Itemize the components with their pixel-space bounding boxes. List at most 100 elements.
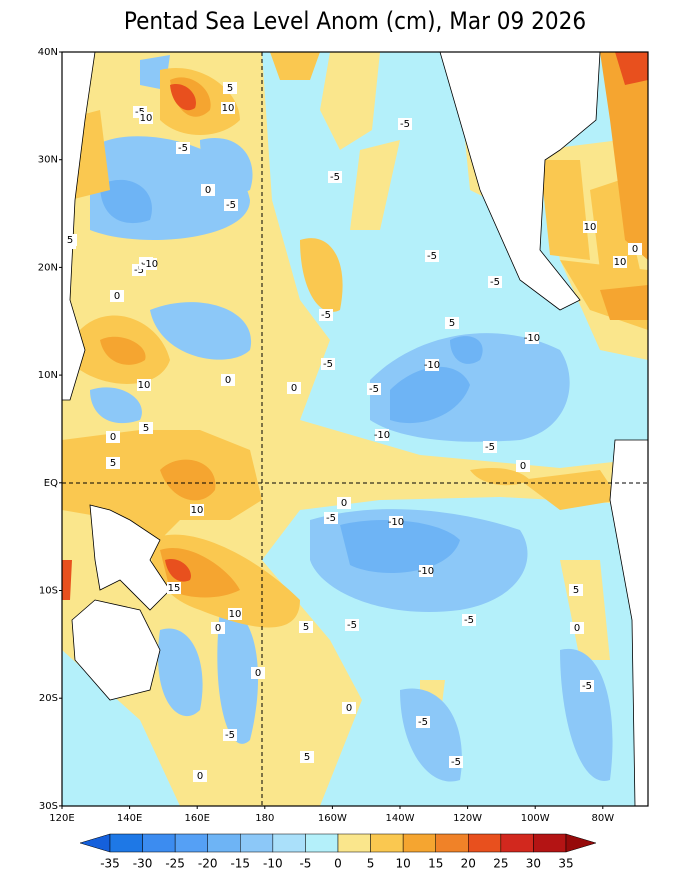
contour-label-bg <box>324 512 338 524</box>
contour-label-bg <box>137 379 151 391</box>
contour-label: 5 <box>143 423 149 434</box>
contour-label-bg <box>337 497 351 509</box>
contour-label: 5 <box>449 318 455 329</box>
contour-label: -10 <box>524 333 540 344</box>
contour-label-bg <box>63 234 77 246</box>
contour-label: -10 <box>374 430 390 441</box>
contour-label-bg <box>580 680 594 692</box>
contour-label-bg <box>106 457 120 469</box>
colorbar-label: -30 <box>133 857 153 871</box>
contour-label: -5 <box>400 119 410 130</box>
contour-label-bg <box>300 751 314 763</box>
contour-label-bg <box>211 622 225 634</box>
colorbar-box <box>207 833 241 853</box>
contour-label: -5 <box>226 200 236 211</box>
contour-label: -5 <box>134 265 144 276</box>
contour-label: 0 <box>291 383 297 394</box>
contour-label-bg <box>419 565 433 577</box>
contour-label: -10 <box>388 517 404 528</box>
contour-label-bg <box>583 221 597 233</box>
colorbar-label: -15 <box>230 857 250 871</box>
contour-label-bg <box>449 756 463 768</box>
colorbar-label: 25 <box>493 857 508 871</box>
negative-area <box>90 55 253 424</box>
contour-label-bg <box>425 250 439 262</box>
contour-label-bg <box>224 199 238 211</box>
contour-label: -5 <box>225 730 235 741</box>
contour-label: 5 <box>304 752 310 763</box>
colorbar-arrow <box>565 833 597 853</box>
contour-label-bg <box>299 621 313 633</box>
contour-label: -5 <box>582 681 592 692</box>
colorbar-label: 5 <box>367 857 375 871</box>
contour-label-bg <box>525 332 539 344</box>
lon-label: 160E <box>184 813 209 824</box>
contour-label: -5 <box>347 620 357 631</box>
contour-label-bg <box>488 276 502 288</box>
contour-label-bg <box>628 243 642 255</box>
contour-label: -5 <box>418 717 428 728</box>
contour-label-bg <box>445 317 459 329</box>
contour-label: -5 <box>330 172 340 183</box>
contour-label: 0 <box>114 291 120 302</box>
contour-label: 10 <box>140 113 153 124</box>
contour-label-bg <box>287 382 301 394</box>
positive-area <box>62 52 648 806</box>
colorbar-label: -25 <box>165 857 185 871</box>
contour-label: -10 <box>424 360 440 371</box>
colorbar-box <box>240 833 274 853</box>
colorbar-label: 10 <box>396 857 411 871</box>
contour-label-bg <box>342 702 356 714</box>
colorbar-label: 35 <box>558 857 573 871</box>
colorbar-box <box>500 833 534 853</box>
contour-label-bg <box>425 359 439 371</box>
colorbar-label: -20 <box>198 857 218 871</box>
contour-label-bg <box>462 614 476 626</box>
lat-label: 10S <box>39 586 58 597</box>
contour-label-bg <box>139 112 153 124</box>
map-frame <box>61 51 649 807</box>
contour-label-bg <box>228 608 242 620</box>
lat-label: 10N <box>38 370 58 381</box>
lon-label: 140E <box>117 813 142 824</box>
lat-label: 30S <box>39 801 58 812</box>
contour-label-bg <box>319 309 333 321</box>
contour-label: 10 <box>584 222 597 233</box>
contour-label: 0 <box>110 432 116 443</box>
colorbar-arrow <box>79 833 111 853</box>
contour-label: 0 <box>520 461 526 472</box>
contour-label: -10 <box>418 566 434 577</box>
contour-label-bg <box>345 619 359 631</box>
contour-label-bg <box>110 290 124 302</box>
colorbar-box <box>402 833 436 853</box>
contour-label: -5 <box>490 277 500 288</box>
anomaly-field: -5 10 5 10 -5 0 -5 -5 -5 -10 0 -5 5 0 -5 -5 -10 -5 10 5 0 5 10… <box>62 52 648 806</box>
contour-label: -5 <box>427 251 437 262</box>
contour-label: 10 <box>191 505 204 516</box>
contour-label: 5 <box>67 235 73 246</box>
contour-label-bg <box>139 422 153 434</box>
negative-area <box>100 179 152 224</box>
contour-label-bg <box>201 184 215 196</box>
lon-label: 160W <box>318 813 347 824</box>
contour-label-bg <box>193 770 207 782</box>
contour-label-bg <box>190 504 204 516</box>
contour-label-bg <box>221 374 235 386</box>
contour-label: -5 <box>369 384 379 395</box>
contour-label-bg <box>613 256 627 268</box>
contour-label-bg <box>416 716 430 728</box>
contour-label-bg <box>367 383 381 395</box>
colorbar-box <box>370 833 404 853</box>
contour-label-bg <box>143 258 157 270</box>
contour-label-bg <box>221 102 235 114</box>
colorbar-label: -35 <box>100 857 120 871</box>
contour-label: 0 <box>346 703 352 714</box>
contour-label: 5 <box>227 83 233 94</box>
contour-label: 10 <box>138 380 151 391</box>
contour-label: 0 <box>255 668 261 679</box>
lon-label: 120E <box>49 813 74 824</box>
contour-label: 5 <box>110 458 116 469</box>
contour-label: -5 <box>451 757 461 768</box>
contour-label: -5 <box>323 359 333 370</box>
